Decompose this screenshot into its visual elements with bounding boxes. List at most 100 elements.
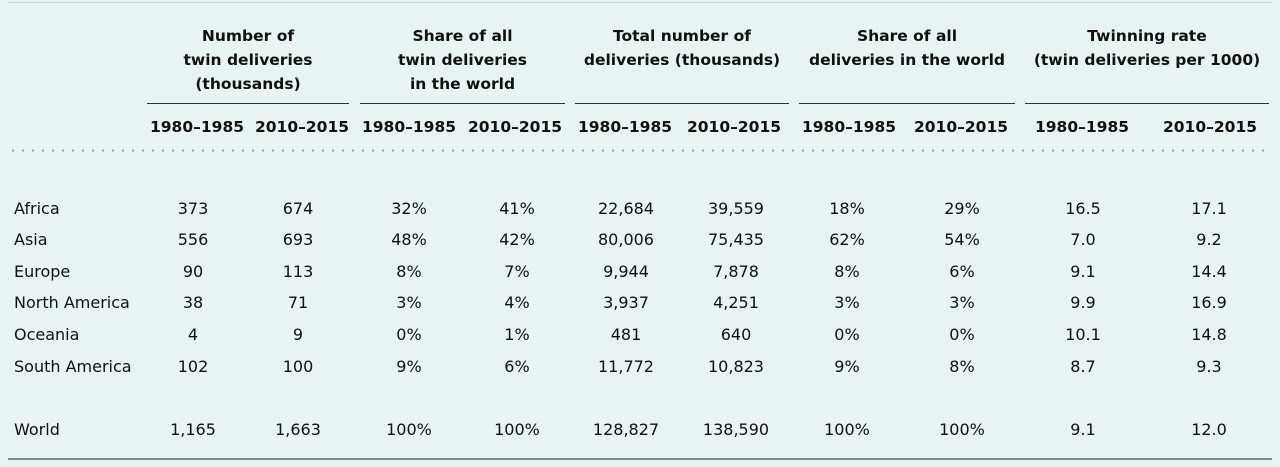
table-cell: 9.3 bbox=[1196, 357, 1222, 376]
table-row: Oceania 4 9 0% 1% 481 640 0% 0% 10.1 14.… bbox=[0, 325, 1280, 349]
table-row: South America 102 100 9% 6% 11,772 10,82… bbox=[0, 357, 1280, 381]
table-cell: 7% bbox=[504, 262, 530, 281]
table-cell: 0% bbox=[834, 325, 860, 344]
row-label: South America bbox=[14, 357, 132, 376]
table-cell: 9.2 bbox=[1196, 230, 1222, 249]
table-cell: 11,772 bbox=[598, 357, 654, 376]
year-header: 1980–1985 bbox=[577, 118, 673, 136]
table-cell: 16.5 bbox=[1065, 199, 1101, 218]
header-line: (twin deliveries per 1000) bbox=[1033, 51, 1261, 69]
table-cell: 12.0 bbox=[1191, 420, 1227, 439]
table-cell: 3% bbox=[396, 293, 422, 312]
header-line: Total number of bbox=[612, 27, 751, 45]
table-cell: 32% bbox=[391, 199, 427, 218]
table-cell: 100 bbox=[282, 357, 314, 376]
table-cell: 3% bbox=[834, 293, 860, 312]
header-rule bbox=[360, 103, 565, 104]
table-cell: 17.1 bbox=[1191, 199, 1227, 218]
header-line: in the world bbox=[409, 75, 516, 93]
table-cell: 100% bbox=[386, 420, 432, 439]
table-cell: 62% bbox=[829, 230, 865, 249]
table-cell: 693 bbox=[282, 230, 314, 249]
table-cell: 4 bbox=[187, 325, 199, 344]
table-cell: 128,827 bbox=[592, 420, 660, 439]
table-cell: 42% bbox=[499, 230, 535, 249]
table-row-total: World 1,165 1,663 100% 100% 128,827 138,… bbox=[0, 420, 1280, 444]
table-cell: 3% bbox=[949, 293, 975, 312]
table-cell: 113 bbox=[282, 262, 314, 281]
table-cell: 22,684 bbox=[598, 199, 654, 218]
year-header: 1980–1985 bbox=[361, 118, 457, 136]
table-cell: 3,937 bbox=[603, 293, 649, 312]
row-label: Oceania bbox=[14, 325, 80, 344]
table-cell: 10,823 bbox=[708, 357, 764, 376]
header-line: Number of bbox=[201, 27, 295, 45]
year-header: 1980–1985 bbox=[801, 118, 897, 136]
row-label: Africa bbox=[14, 199, 60, 218]
header-line: deliveries (thousands) bbox=[583, 51, 781, 69]
header-rule bbox=[575, 103, 789, 104]
header-line: Share of all bbox=[412, 27, 513, 45]
table-cell: 7.0 bbox=[1070, 230, 1096, 249]
table-cell: 100% bbox=[494, 420, 540, 439]
header-total-deliveries: Total number of deliveries (thousands) bbox=[575, 24, 789, 72]
year-header: 2010–2015 bbox=[254, 118, 350, 136]
table-cell: 0% bbox=[396, 325, 422, 344]
table-cell: 71 bbox=[287, 293, 309, 312]
table-cell: 9% bbox=[834, 357, 860, 376]
row-label: World bbox=[14, 420, 60, 439]
year-header: 2010–2015 bbox=[1162, 118, 1258, 136]
table-cell: 80,006 bbox=[598, 230, 654, 249]
table-cell: 1,165 bbox=[170, 420, 216, 439]
table-cell: 41% bbox=[499, 199, 535, 218]
year-header: 1980–1985 bbox=[149, 118, 245, 136]
table-cell: 481 bbox=[610, 325, 642, 344]
header-rule bbox=[1025, 103, 1269, 104]
table-cell: 8% bbox=[834, 262, 860, 281]
table-cell: 4,251 bbox=[713, 293, 759, 312]
table-cell: 8.7 bbox=[1070, 357, 1096, 376]
table-cell: 640 bbox=[720, 325, 752, 344]
table-cell: 14.8 bbox=[1191, 325, 1227, 344]
table-cell: 8% bbox=[949, 357, 975, 376]
header-twinning-rate: Twinning rate (twin deliveries per 1000) bbox=[1025, 24, 1269, 72]
table-cell: 556 bbox=[177, 230, 209, 249]
table-cell: 6% bbox=[949, 262, 975, 281]
table-row: Asia 556 693 48% 42% 80,006 75,435 62% 5… bbox=[0, 230, 1280, 254]
header-line: (thousands) bbox=[195, 75, 301, 93]
table-cell: 18% bbox=[829, 199, 865, 218]
year-header: 2010–2015 bbox=[467, 118, 563, 136]
table-row: Africa 373 674 32% 41% 22,684 39,559 18%… bbox=[0, 199, 1280, 223]
header-rule bbox=[147, 103, 349, 104]
table-row: Europe 90 113 8% 7% 9,944 7,878 8% 6% 9.… bbox=[0, 262, 1280, 286]
table-bottom-border bbox=[8, 458, 1272, 460]
table-cell: 75,435 bbox=[708, 230, 764, 249]
table-cell: 9.1 bbox=[1070, 420, 1096, 439]
table-cell: 10.1 bbox=[1065, 325, 1101, 344]
table-cell: 16.9 bbox=[1191, 293, 1227, 312]
table-cell: 9 bbox=[292, 325, 304, 344]
table-cell: 7,878 bbox=[713, 262, 759, 281]
table-cell: 38 bbox=[182, 293, 204, 312]
header-line: twin deliveries bbox=[183, 51, 313, 69]
table-cell: 373 bbox=[177, 199, 209, 218]
table-cell: 54% bbox=[944, 230, 980, 249]
table-cell: 48% bbox=[391, 230, 427, 249]
table-cell: 90 bbox=[182, 262, 204, 281]
table-top-border bbox=[8, 2, 1272, 3]
year-header: 2010–2015 bbox=[686, 118, 782, 136]
header-line: deliveries in the world bbox=[808, 51, 1006, 69]
header-twin-deliveries-share: Share of all twin deliveries in the worl… bbox=[360, 24, 565, 96]
header-deliveries-share: Share of all deliveries in the world bbox=[799, 24, 1015, 72]
year-header: 1980–1985 bbox=[1034, 118, 1130, 136]
table-cell: 100% bbox=[939, 420, 985, 439]
header-twin-deliveries-count: Number of twin deliveries (thousands) bbox=[147, 24, 349, 96]
row-label: Europe bbox=[14, 262, 71, 281]
table-cell: 100% bbox=[824, 420, 870, 439]
header-line: twin deliveries bbox=[397, 51, 528, 69]
header-line: Twinning rate bbox=[1087, 27, 1207, 45]
table-cell: 9% bbox=[396, 357, 422, 376]
row-label: North America bbox=[14, 293, 130, 312]
table-cell: 674 bbox=[282, 199, 314, 218]
